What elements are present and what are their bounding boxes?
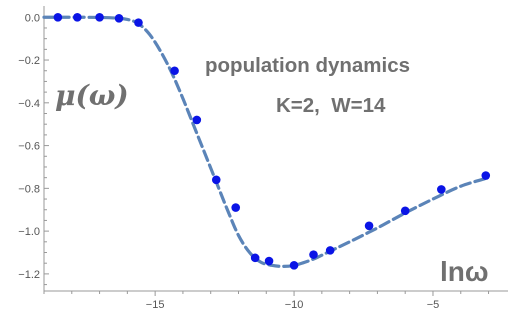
x-tick-label: −15 <box>146 299 165 311</box>
data-point <box>170 66 179 76</box>
y-tick-label: −0.8 <box>18 183 40 195</box>
data-point <box>231 203 241 212</box>
data-point <box>211 175 221 185</box>
data-point <box>364 221 374 231</box>
axes: −15 −10 −5 0.0 −0.2 −0.4 −0.6 −0.8 −1.0 −1.2 <box>18 6 508 311</box>
y-axis-label: μ(ω) <box>55 79 129 112</box>
fit-curve <box>42 15 491 269</box>
y-tick-label: −1.2 <box>18 269 40 281</box>
data-point <box>264 256 274 266</box>
data-point <box>309 250 318 259</box>
y-tick-label: −0.4 <box>18 98 40 110</box>
fit-curve-layer <box>42 15 491 269</box>
data-point <box>114 14 124 23</box>
y-tick-label: 0.0 <box>25 12 40 24</box>
x-tick-label: −5 <box>427 299 440 311</box>
data-point <box>437 185 446 194</box>
y-tick-label: −0.6 <box>18 141 40 153</box>
y-tick-label: −0.2 <box>18 55 40 67</box>
data-point <box>325 246 335 255</box>
data-point <box>289 261 299 270</box>
data-point <box>250 253 260 263</box>
annotation-method: population dynamics <box>205 54 410 77</box>
data-points-layer <box>53 12 491 270</box>
y-tick-label: −1.0 <box>18 226 40 238</box>
x-axis-label: lnω <box>440 256 489 287</box>
data-point <box>95 12 104 22</box>
data-point <box>53 12 63 22</box>
data-point <box>192 115 202 125</box>
x-tick-label: −10 <box>285 299 304 311</box>
data-point <box>481 171 491 180</box>
data-point <box>73 12 82 22</box>
data-point <box>400 206 410 216</box>
annotation-parameters: K=2, W=14 <box>276 94 386 117</box>
data-point <box>134 18 143 27</box>
